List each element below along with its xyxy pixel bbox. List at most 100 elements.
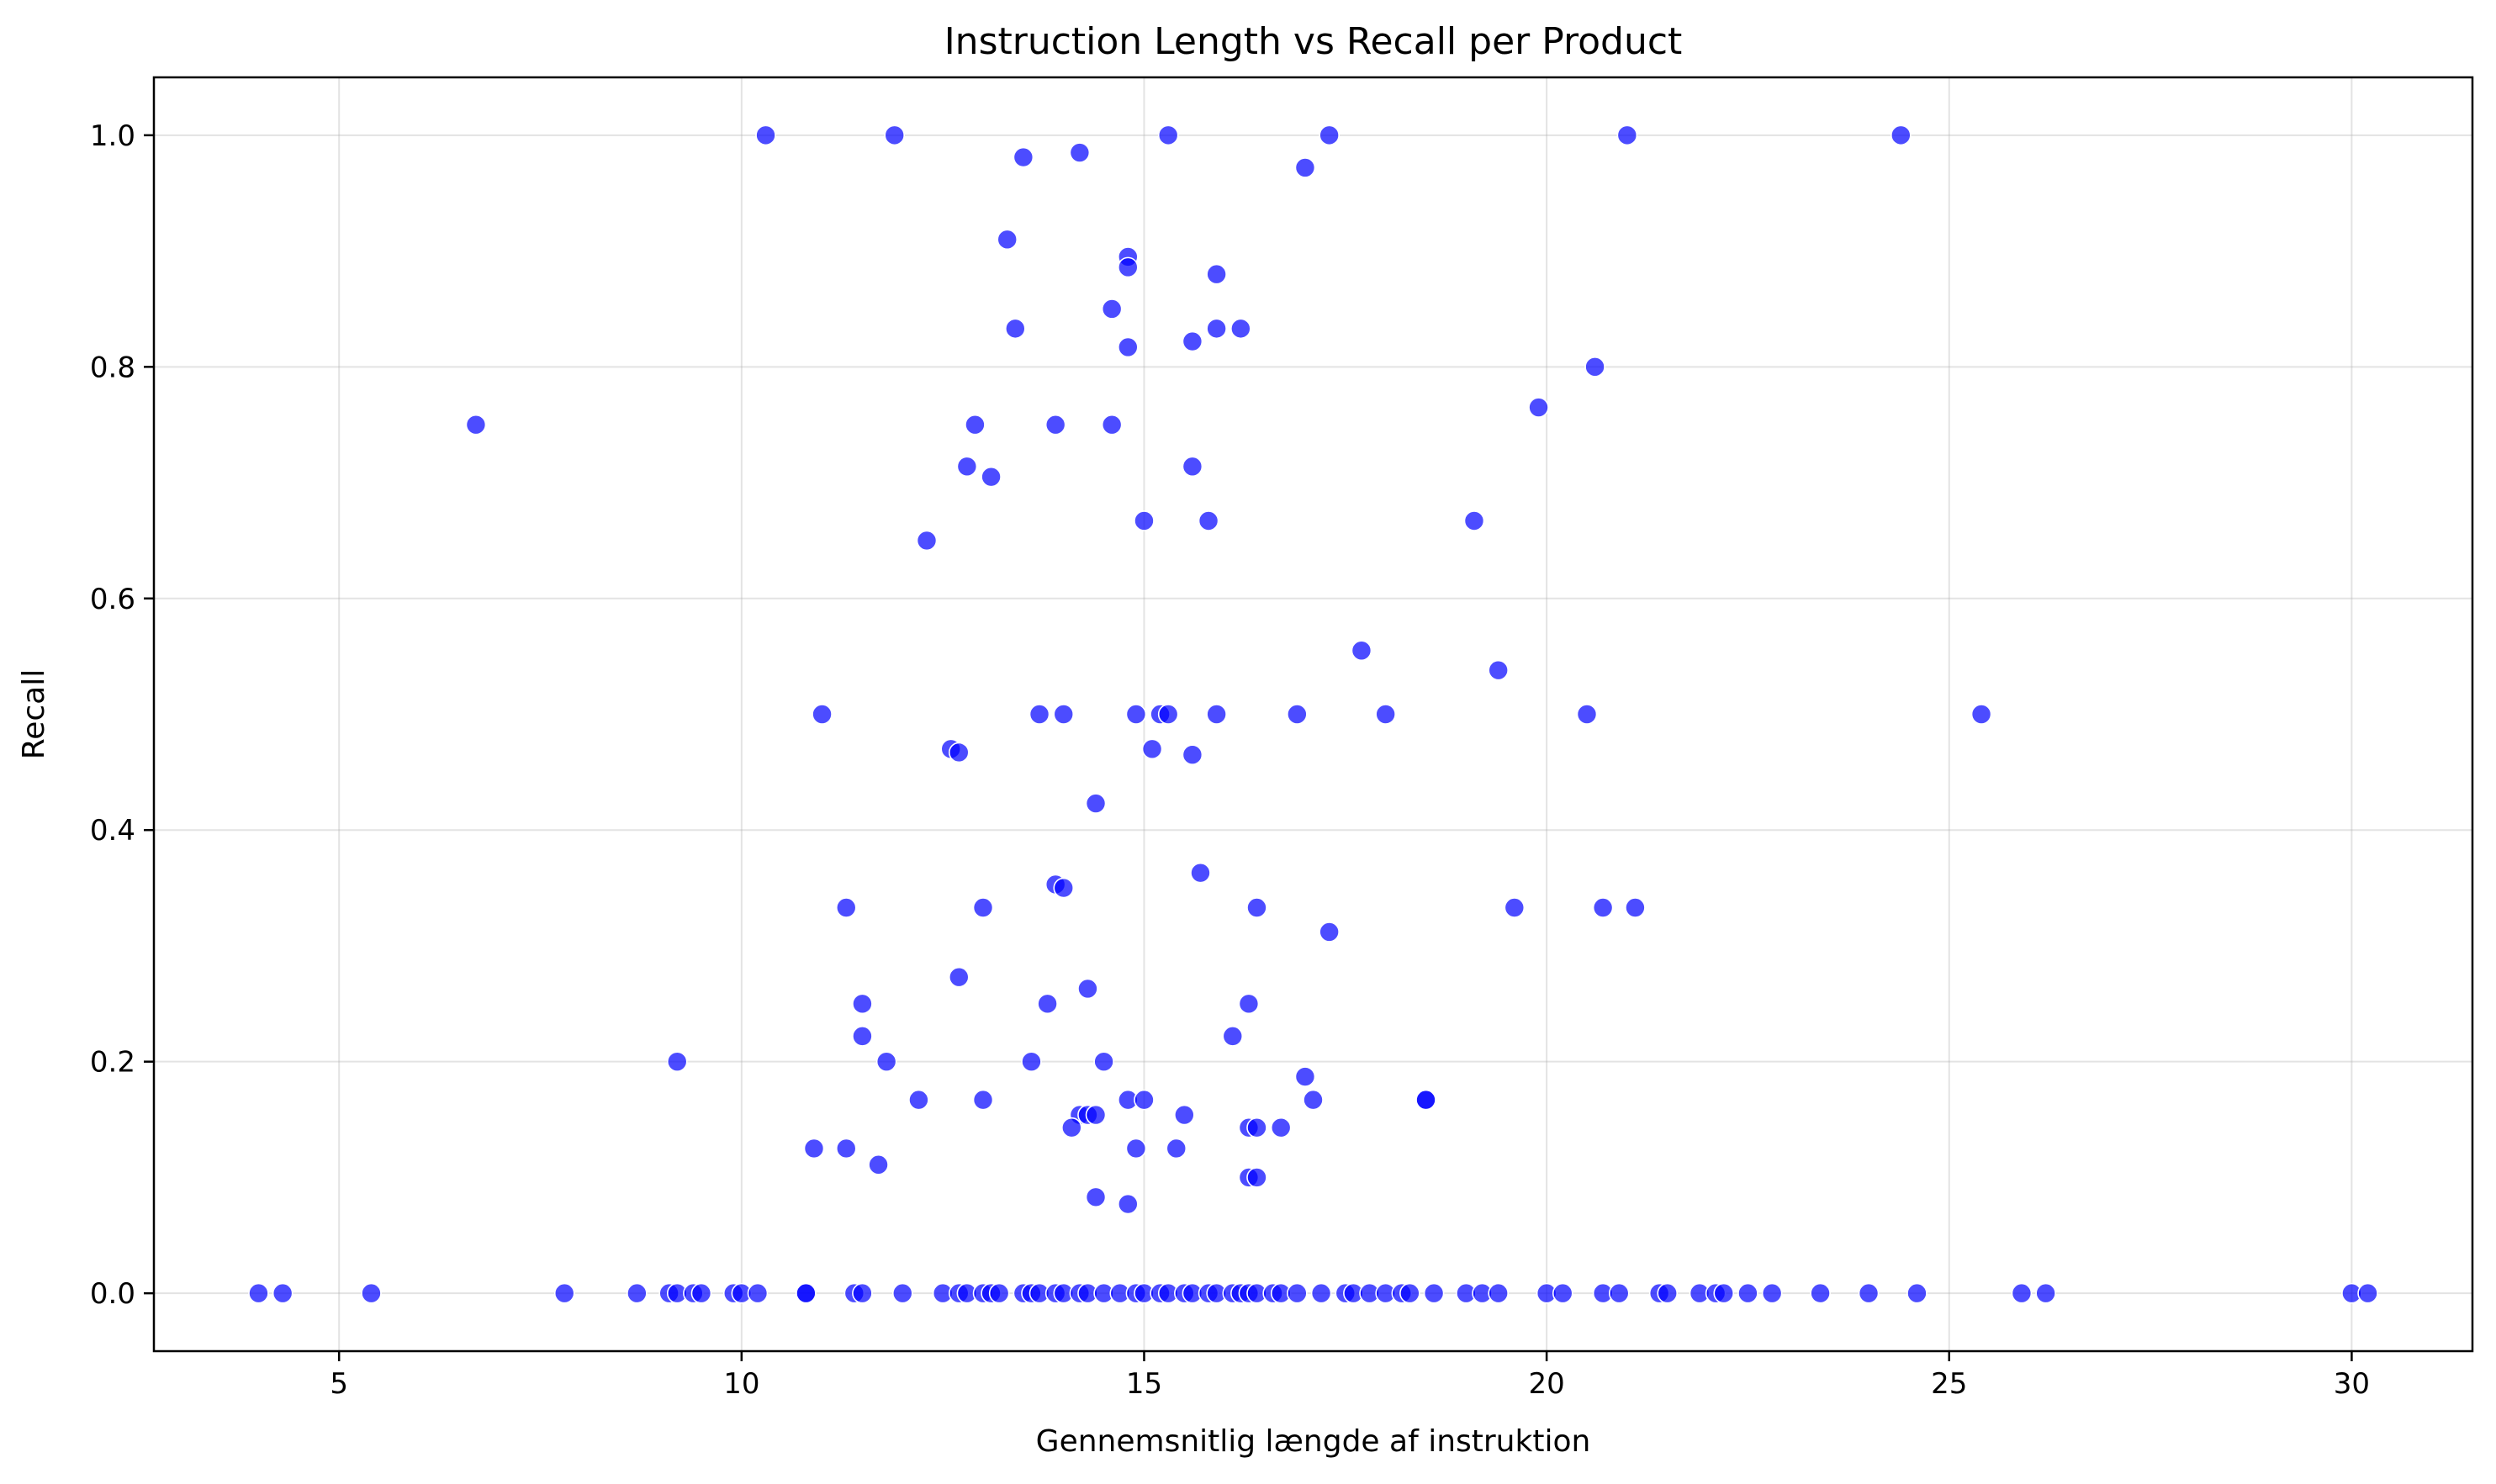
scatter-point: [1528, 397, 1549, 418]
scatter-point: [908, 1089, 929, 1111]
scatter-point: [1399, 1282, 1420, 1304]
scatter-point: [1504, 897, 1526, 918]
scatter-point: [2357, 1282, 2378, 1304]
scatter-point: [1125, 1138, 1147, 1159]
scatter-point: [988, 1282, 1010, 1304]
scatter-point: [1206, 704, 1227, 725]
scatter-point: [361, 1282, 382, 1304]
scatter-point: [627, 1282, 648, 1304]
scatter-point: [1174, 1104, 1195, 1126]
scatter-point: [1303, 1089, 1324, 1111]
scatter-point: [852, 1282, 873, 1304]
scatter-point: [1608, 1282, 1630, 1304]
y-tick-label: 0.4: [90, 814, 135, 848]
scatter-point: [1029, 704, 1050, 725]
scatter-point: [1198, 510, 1219, 531]
scatter-point: [2011, 1282, 2033, 1304]
scatter-point: [1891, 124, 1912, 146]
scatter-point: [1141, 738, 1163, 760]
scatter-point: [852, 993, 873, 1015]
scatter-point: [248, 1282, 269, 1304]
scatter-point: [1118, 336, 1139, 358]
scatter-point: [1134, 1089, 1155, 1111]
scatter-point: [1021, 1051, 1042, 1072]
scatter-point: [891, 1282, 913, 1304]
scatter-point: [1101, 414, 1123, 436]
scatter-point: [1037, 993, 1058, 1015]
scatter-point: [1319, 124, 1340, 146]
data-points: [248, 124, 2378, 1304]
scatter-point: [1182, 330, 1203, 352]
scatter-point: [1270, 1117, 1292, 1138]
scatter-point: [1044, 414, 1066, 436]
scatter-point: [948, 742, 970, 763]
scatter-point: [1166, 1138, 1187, 1159]
y-axis-ticks: 0.0 0.2 0.4 0.6 0.8 1.0: [90, 119, 154, 1311]
scatter-point: [868, 1154, 889, 1175]
x-tick-label: 10: [723, 1367, 759, 1401]
scatter-point: [747, 1282, 769, 1304]
x-tick-label: 25: [1931, 1367, 1967, 1401]
scatter-point: [972, 1089, 994, 1111]
scatter-point: [666, 1051, 688, 1072]
scatter-point: [1584, 356, 1605, 378]
scatter-point: [1906, 1282, 1928, 1304]
scatter-point: [1310, 1282, 1332, 1304]
scatter-point: [1061, 1117, 1082, 1138]
scatter-point: [2035, 1282, 2056, 1304]
x-axis-label: Gennemsnitlig længde af instruktion: [1036, 1424, 1591, 1459]
x-tick-label: 20: [1528, 1367, 1564, 1401]
scatter-point: [1488, 1282, 1509, 1304]
scatter-point: [1157, 124, 1179, 146]
scatter-point: [553, 1282, 575, 1304]
scatter-point: [1190, 862, 1211, 884]
scatter-point: [835, 897, 857, 918]
scatter-point: [1134, 510, 1155, 531]
scatter-point: [1118, 1193, 1139, 1215]
scatter-point: [1287, 1282, 1308, 1304]
scatter-point: [1375, 704, 1396, 725]
scatter-point: [1616, 124, 1638, 146]
scatter-point: [1970, 704, 1992, 725]
scatter-point: [1351, 640, 1372, 662]
scatter-point: [1077, 978, 1098, 1000]
scatter-point: [755, 124, 776, 146]
scatter-point: [1287, 704, 1308, 725]
scatter-point: [835, 1138, 857, 1159]
scatter-point: [1230, 318, 1251, 340]
y-tick-label: 0.6: [90, 583, 135, 616]
y-tick-label: 0.0: [90, 1277, 135, 1311]
scatter-point: [1625, 897, 1646, 918]
scatter-point: [1125, 704, 1147, 725]
scatter-point: [981, 466, 1002, 488]
scatter-point: [1246, 897, 1267, 918]
scatter-point: [875, 1051, 897, 1072]
scatter-point: [1552, 1282, 1573, 1304]
scatter-point: [812, 704, 833, 725]
scatter-point: [1246, 1167, 1267, 1188]
y-tick-label: 1.0: [90, 119, 135, 153]
scatter-point: [1713, 1282, 1735, 1304]
scatter-point: [1415, 1089, 1436, 1111]
scatter-point: [1085, 1104, 1107, 1126]
x-tick-label: 5: [330, 1367, 348, 1401]
scatter-point: [1810, 1282, 1831, 1304]
scatter-point: [690, 1282, 712, 1304]
scatter-point: [803, 1138, 825, 1159]
scatter-point: [1118, 256, 1139, 278]
scatter-point: [956, 456, 978, 478]
scatter-point: [1069, 142, 1091, 163]
scatter-point: [972, 897, 994, 918]
scatter-point: [796, 1282, 817, 1304]
scatter-point: [884, 124, 906, 146]
scatter-point: [1761, 1282, 1783, 1304]
scatter-point: [1319, 922, 1340, 943]
scatter-point: [1488, 659, 1509, 681]
scatter-point: [465, 414, 487, 436]
scatter-point: [1423, 1282, 1445, 1304]
scatter-point: [916, 530, 938, 552]
scatter-point: [1005, 318, 1026, 340]
scatter-point: [1576, 704, 1598, 725]
scatter-point: [272, 1282, 293, 1304]
